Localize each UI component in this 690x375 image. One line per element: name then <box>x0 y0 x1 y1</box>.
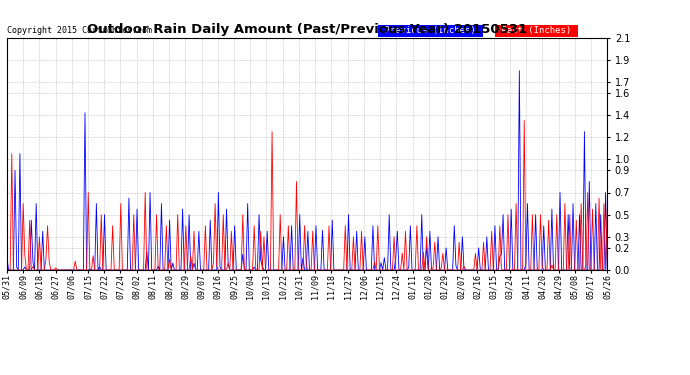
Text: Past (Inches): Past (Inches) <box>496 26 577 35</box>
Text: Copyright 2015 Cartronics.com: Copyright 2015 Cartronics.com <box>7 26 152 35</box>
Text: Previous (Inches): Previous (Inches) <box>379 26 481 35</box>
Title: Outdoor Rain Daily Amount (Past/Previous Year) 20150531: Outdoor Rain Daily Amount (Past/Previous… <box>87 23 527 36</box>
